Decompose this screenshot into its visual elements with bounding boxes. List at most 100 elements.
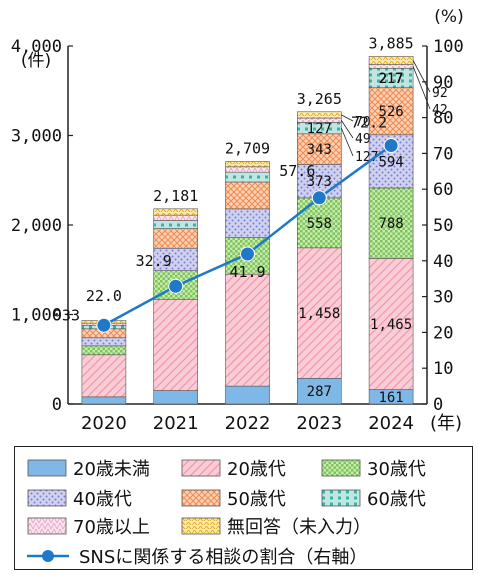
bar-segment xyxy=(368,55,414,65)
bar-segment xyxy=(296,133,342,165)
total-label: 2,181 xyxy=(153,187,198,205)
y-right-tick-label: 0 xyxy=(433,395,443,415)
bar-segment xyxy=(296,111,342,119)
x-tick-label: 2023 xyxy=(296,413,342,434)
y-right-tick-label: 100 xyxy=(433,37,464,57)
bar-segment xyxy=(153,390,198,405)
segment-label: 558 xyxy=(307,216,332,232)
bar-segment xyxy=(296,117,342,123)
legend-label: 40歳代 xyxy=(73,489,132,510)
bar-segment xyxy=(81,337,127,347)
line-point xyxy=(96,317,112,333)
segment-label: 526 xyxy=(378,104,403,120)
bar-segment xyxy=(368,64,414,69)
segment-label: 373 xyxy=(307,174,332,190)
legend-swatch xyxy=(321,459,361,477)
x-unit: (年) xyxy=(430,413,462,434)
y-right-tick-label: 80 xyxy=(433,109,453,129)
callout-line xyxy=(340,120,354,139)
y-right-tick-label: 50 xyxy=(433,216,453,236)
line-point-label: 41.9 xyxy=(229,263,265,281)
legend-item: 30歳代 xyxy=(321,455,426,481)
segment-label: 1,458 xyxy=(298,306,340,322)
x-tick-label: 2021 xyxy=(153,413,199,434)
x-tick-label: 2024 xyxy=(368,413,414,434)
bar-segment xyxy=(225,385,270,405)
bar-segment xyxy=(153,220,198,229)
legend-item: 20歳代 xyxy=(181,455,286,481)
bar-segment xyxy=(296,247,342,379)
bar-segment xyxy=(296,197,342,249)
chart: 0 1,000 2,000 3,000 4,000(件) 0 10 20 30 40 50 60 70 8… xyxy=(11,7,464,434)
legend-label: 20歳代 xyxy=(227,459,286,480)
bar-segment xyxy=(368,87,414,136)
total-label: 2,709 xyxy=(225,140,270,158)
segment-label: 1,465 xyxy=(370,317,412,333)
bar-segment xyxy=(81,396,127,405)
bar-segment xyxy=(225,166,270,173)
legend-label: 70歳以上 xyxy=(73,517,150,538)
line-point xyxy=(240,246,255,262)
legend-swatch xyxy=(27,459,67,477)
legend-item: 20歳未満 xyxy=(27,455,150,481)
callout-line xyxy=(340,127,354,157)
y-right-tick-label: 20 xyxy=(433,323,453,343)
legend-swatch xyxy=(181,489,221,507)
y-left-tick-label: 4,000 xyxy=(11,37,62,57)
segment-label: 70 xyxy=(355,115,371,130)
y-right-tick-label: 40 xyxy=(433,252,453,272)
segment-label: 92 xyxy=(432,86,448,101)
bar-segment xyxy=(153,208,198,216)
legend-swatch xyxy=(181,517,221,535)
legend-item: 40歳代 xyxy=(27,485,132,511)
y-right-tick-label: 60 xyxy=(433,180,453,200)
bar-segment xyxy=(296,378,342,405)
segment-label: 161 xyxy=(378,390,403,406)
bar-segment xyxy=(225,273,270,387)
bar-segment xyxy=(368,187,414,259)
legend-item: 無回答（未入力） xyxy=(181,513,371,539)
line-point-label: 22.0 xyxy=(86,287,122,305)
line-point-label: 32.9 xyxy=(136,252,172,270)
legend-swatch xyxy=(321,489,361,507)
bar-segment xyxy=(81,345,127,356)
segment-label: 42 xyxy=(432,103,448,118)
bar-segment xyxy=(225,161,270,168)
legend-line-swatch xyxy=(27,550,69,562)
segment-label: 127 xyxy=(307,121,332,137)
bar-segment xyxy=(153,214,198,221)
x-tick-label: 2020 xyxy=(81,413,127,434)
bar-segment xyxy=(225,208,270,238)
y-right-tick-label: 10 xyxy=(433,359,453,379)
line-point xyxy=(168,278,184,294)
x-tick-label: 2022 xyxy=(225,413,271,434)
line-point-label: 57.6 xyxy=(279,162,315,180)
legend-item: 70歳以上 xyxy=(27,513,150,539)
bar-segment xyxy=(153,228,198,249)
chart-legend: 20歳未満 20歳代 30歳代 40歳代 50歳代 60歳代 70歳以上 無回答（未入力） SN… xyxy=(14,446,473,570)
y-left-tick-label: 0 xyxy=(52,395,62,415)
segment-label: 49 xyxy=(355,132,371,147)
legend-swatch xyxy=(27,489,67,507)
y-left-tick-label: 3,000 xyxy=(11,127,62,147)
legend-item: 50歳代 xyxy=(181,485,286,511)
segment-label: 127 xyxy=(355,150,378,165)
segment-label: 343 xyxy=(307,142,332,158)
legend-label: SNSに関係する相談の割合（右軸） xyxy=(79,547,368,568)
bar-segment xyxy=(81,354,127,398)
legend-swatch xyxy=(181,459,221,477)
legend-label: 50歳代 xyxy=(227,489,286,510)
legend-item: 60歳代 xyxy=(321,485,426,511)
y-right-unit: (%) xyxy=(434,7,463,27)
legend-label: 60歳代 xyxy=(367,489,426,510)
callout-line xyxy=(341,114,354,122)
line-point xyxy=(311,190,327,206)
y-left-tick-label: 1,000 xyxy=(11,306,62,326)
bar-segment xyxy=(225,181,270,210)
total-label: 3,265 xyxy=(297,90,342,108)
legend-label: 20歳未満 xyxy=(73,459,150,480)
segment-label: 217 xyxy=(379,72,402,87)
legend-item-line: SNSに関係する相談の割合（右軸） xyxy=(25,543,367,569)
bar-segment xyxy=(153,298,198,391)
y-right-tick-label: 70 xyxy=(433,144,453,164)
